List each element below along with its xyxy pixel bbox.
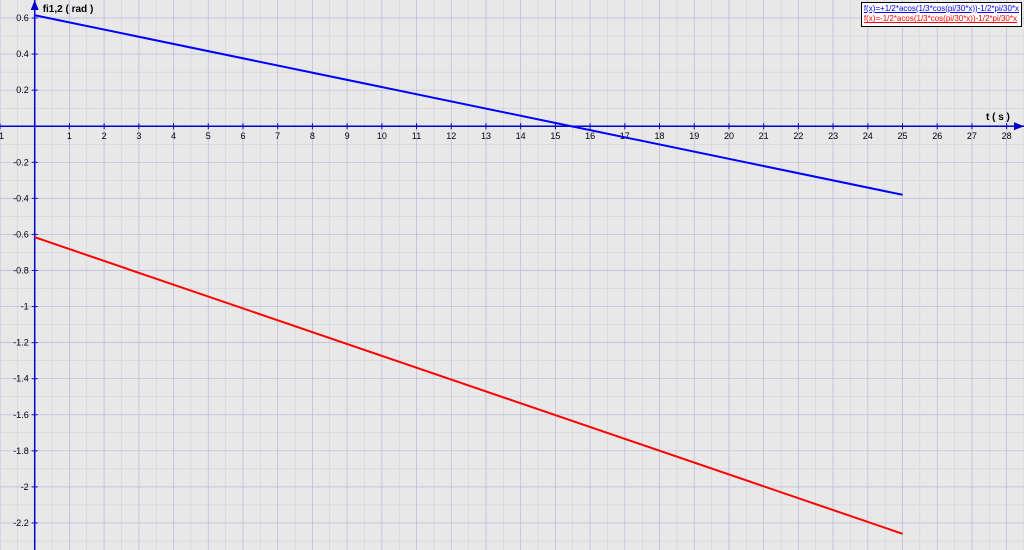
svg-text:16: 16	[585, 131, 595, 141]
svg-text:-1.2: -1.2	[13, 338, 29, 348]
svg-text:-1.6: -1.6	[13, 410, 29, 420]
svg-text:-0.8: -0.8	[13, 265, 29, 275]
svg-text:19: 19	[689, 131, 699, 141]
svg-text:13: 13	[481, 131, 491, 141]
svg-text:fi1,2 ( rad ): fi1,2 ( rad )	[43, 4, 94, 15]
svg-text:-0.6: -0.6	[13, 229, 29, 239]
svg-text:8: 8	[310, 131, 315, 141]
svg-text:9: 9	[345, 131, 350, 141]
svg-text:0.2: 0.2	[16, 85, 29, 95]
chart-container: fi1,2 ( rad )t ( s )-1123456789101112131…	[0, 0, 1024, 550]
line-chart: fi1,2 ( rad )t ( s )-1123456789101112131…	[0, 0, 1024, 550]
svg-text:7: 7	[275, 131, 280, 141]
svg-text:3: 3	[136, 131, 141, 141]
svg-text:22: 22	[793, 131, 803, 141]
svg-text:0.6: 0.6	[16, 13, 29, 23]
svg-text:12: 12	[446, 131, 456, 141]
legend-item-2: f(x)=-1/2*acos(1/3*cos(pi/30*x))-1/2*pi/…	[864, 14, 1019, 24]
svg-text:18: 18	[655, 131, 665, 141]
svg-text:-0.4: -0.4	[13, 193, 29, 203]
svg-text:15: 15	[550, 131, 560, 141]
svg-text:20: 20	[724, 131, 734, 141]
svg-text:10: 10	[377, 131, 387, 141]
svg-text:14: 14	[516, 131, 526, 141]
svg-text:24: 24	[863, 131, 873, 141]
svg-text:-2.2: -2.2	[13, 518, 29, 528]
legend-item-1: f(x)=+1/2*acos(1/3*cos(pi/30*x))-1/2*pi/…	[864, 4, 1019, 14]
svg-text:0.4: 0.4	[16, 49, 29, 59]
svg-text:4: 4	[171, 131, 176, 141]
svg-text:28: 28	[1002, 131, 1012, 141]
svg-text:26: 26	[932, 131, 942, 141]
svg-text:6: 6	[240, 131, 245, 141]
svg-text:-0.2: -0.2	[13, 157, 29, 167]
svg-text:23: 23	[828, 131, 838, 141]
svg-text:-1: -1	[0, 131, 4, 141]
svg-text:t ( s ): t ( s )	[986, 112, 1010, 123]
svg-text:21: 21	[759, 131, 769, 141]
svg-text:-1.4: -1.4	[13, 374, 29, 384]
svg-text:11: 11	[412, 131, 421, 141]
svg-text:5: 5	[206, 131, 211, 141]
chart-legend: f(x)=+1/2*acos(1/3*cos(pi/30*x))-1/2*pi/…	[861, 2, 1022, 27]
svg-text:1: 1	[67, 131, 72, 141]
svg-text:27: 27	[967, 131, 977, 141]
svg-text:-1.8: -1.8	[13, 446, 29, 456]
svg-text:-2: -2	[21, 482, 29, 492]
svg-text:2: 2	[102, 131, 107, 141]
svg-text:25: 25	[898, 131, 908, 141]
svg-text:-1: -1	[21, 302, 29, 312]
